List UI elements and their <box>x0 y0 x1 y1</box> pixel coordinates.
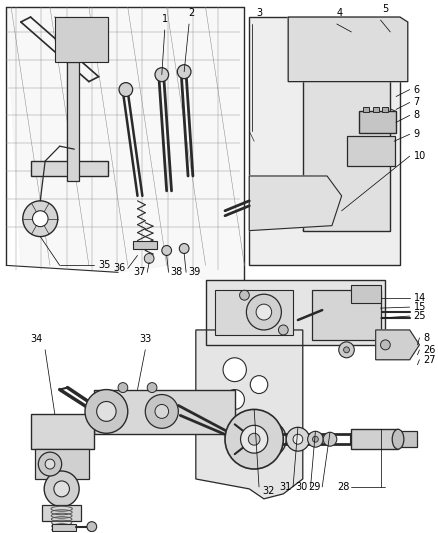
Text: 1: 1 <box>162 14 168 24</box>
Circle shape <box>248 433 260 445</box>
Text: 28: 28 <box>337 482 350 492</box>
Circle shape <box>225 409 283 469</box>
Bar <box>363 108 369 112</box>
Circle shape <box>119 83 133 96</box>
Text: 5: 5 <box>382 4 389 14</box>
Text: 34: 34 <box>30 334 42 344</box>
Text: 37: 37 <box>133 268 145 277</box>
Circle shape <box>251 422 286 457</box>
Bar <box>52 523 76 531</box>
Circle shape <box>381 340 390 350</box>
Bar <box>351 285 381 303</box>
Bar <box>303 32 390 231</box>
Bar <box>373 108 378 112</box>
Circle shape <box>250 376 268 393</box>
Bar <box>133 240 157 248</box>
Circle shape <box>32 211 48 227</box>
Text: 2: 2 <box>188 8 194 18</box>
Bar <box>382 108 389 112</box>
Circle shape <box>240 425 268 453</box>
Circle shape <box>177 64 191 79</box>
Polygon shape <box>288 17 408 82</box>
Circle shape <box>286 427 310 451</box>
Circle shape <box>307 431 323 447</box>
Text: 30: 30 <box>295 482 307 492</box>
Circle shape <box>87 522 97 531</box>
Ellipse shape <box>392 429 404 449</box>
Bar <box>215 290 293 335</box>
Circle shape <box>279 325 288 335</box>
Bar <box>31 161 108 176</box>
Circle shape <box>162 246 172 255</box>
Bar <box>31 414 94 449</box>
Bar <box>346 136 395 166</box>
Circle shape <box>145 394 178 429</box>
Bar <box>249 17 400 265</box>
Bar <box>55 17 108 62</box>
Text: 3: 3 <box>256 8 262 18</box>
Text: 35: 35 <box>99 261 111 270</box>
Text: 27: 27 <box>423 355 436 365</box>
Text: 33: 33 <box>139 334 152 344</box>
Circle shape <box>247 294 281 330</box>
Circle shape <box>23 201 58 237</box>
Circle shape <box>39 452 62 476</box>
Text: 14: 14 <box>413 293 426 303</box>
Circle shape <box>343 347 350 353</box>
Text: 15: 15 <box>413 302 426 312</box>
Bar <box>359 111 396 133</box>
Circle shape <box>323 432 337 446</box>
Circle shape <box>44 471 79 507</box>
Text: 4: 4 <box>337 8 343 18</box>
Bar <box>67 62 79 181</box>
Polygon shape <box>6 7 244 295</box>
Text: 38: 38 <box>170 268 183 277</box>
Bar <box>205 280 385 345</box>
Text: 8: 8 <box>423 333 429 343</box>
Bar <box>312 290 381 340</box>
Circle shape <box>147 383 157 392</box>
Text: 39: 39 <box>188 268 200 277</box>
Polygon shape <box>376 330 420 360</box>
Circle shape <box>261 431 276 447</box>
Circle shape <box>97 401 116 422</box>
Bar <box>351 429 398 449</box>
Text: 6: 6 <box>413 85 420 94</box>
Text: 8: 8 <box>413 110 420 120</box>
Circle shape <box>293 434 303 444</box>
Circle shape <box>179 244 189 254</box>
Circle shape <box>118 383 128 392</box>
Circle shape <box>45 459 55 469</box>
Bar <box>42 505 81 521</box>
Text: 9: 9 <box>413 130 420 139</box>
Circle shape <box>144 254 154 263</box>
Circle shape <box>85 390 128 433</box>
Circle shape <box>54 481 70 497</box>
Text: 32: 32 <box>262 486 274 496</box>
Text: 10: 10 <box>413 151 426 161</box>
Circle shape <box>240 290 249 300</box>
Circle shape <box>155 68 169 82</box>
Bar <box>35 449 89 479</box>
Circle shape <box>155 405 169 418</box>
Circle shape <box>225 390 244 409</box>
Text: 25: 25 <box>413 311 426 321</box>
Text: 36: 36 <box>113 263 126 273</box>
Text: 7: 7 <box>413 98 420 108</box>
Text: 31: 31 <box>279 482 291 492</box>
Text: 26: 26 <box>423 345 436 355</box>
Circle shape <box>312 436 318 442</box>
Polygon shape <box>249 176 342 231</box>
Circle shape <box>223 358 247 382</box>
Text: 29: 29 <box>308 482 320 492</box>
Bar <box>94 390 235 434</box>
Polygon shape <box>196 330 303 499</box>
Bar <box>398 431 417 447</box>
Circle shape <box>256 304 272 320</box>
Circle shape <box>339 342 354 358</box>
